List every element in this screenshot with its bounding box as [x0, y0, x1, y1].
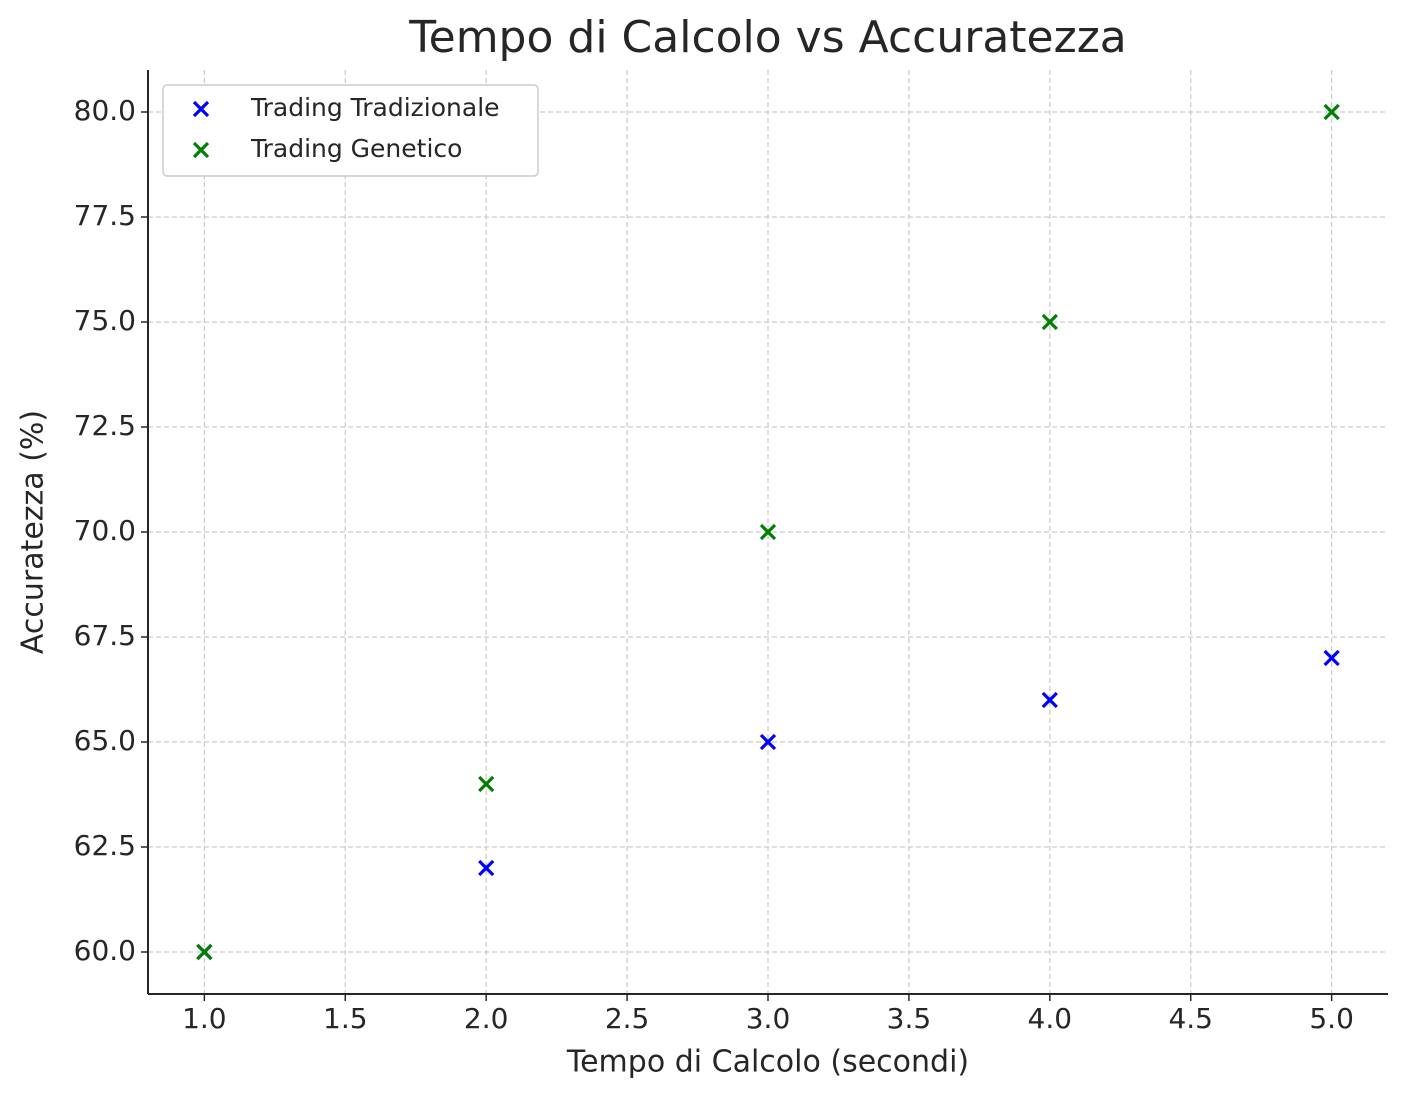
- x-tick-label: 3.0: [746, 1002, 791, 1035]
- y-tick-label: 67.5: [74, 619, 136, 652]
- legend-label: Trading Tradizionale: [250, 93, 500, 122]
- legend-marker: [192, 100, 210, 118]
- point: [1323, 649, 1340, 667]
- point: [759, 733, 777, 751]
- y-tick-label: 65.0: [74, 724, 136, 757]
- x-tick-label: 4.5: [1168, 1002, 1213, 1035]
- x-tick-label: 5.0: [1309, 1002, 1354, 1035]
- chart-title: Tempo di Calcolo vs Accuratezza: [408, 12, 1127, 63]
- x-tick-label: 2.0: [464, 1002, 509, 1035]
- x-tick-label: 1.0: [182, 1002, 227, 1035]
- y-tick-label: 80.0: [74, 94, 136, 127]
- x-tick-label: 1.5: [323, 1002, 368, 1035]
- legend-label: Trading Genetico: [250, 134, 462, 163]
- legend-box: [162, 84, 539, 177]
- legend: Trading Tradizionale Trading Genetico: [162, 84, 539, 177]
- point: [1323, 103, 1340, 121]
- y-tick-label: 70.0: [74, 514, 136, 547]
- y-tick-label: 75.0: [74, 304, 136, 337]
- point: [196, 943, 213, 961]
- point: [478, 859, 495, 877]
- y-axis-label: Accuratezza (%): [16, 410, 51, 654]
- y-tick-label: 72.5: [74, 409, 136, 442]
- point: [1041, 691, 1058, 709]
- point: [759, 523, 777, 541]
- point: [478, 775, 495, 793]
- legend-marker: [192, 141, 210, 159]
- x-tick-label: 4.0: [1028, 1002, 1073, 1035]
- point: [1041, 313, 1058, 331]
- y-tick-label: 60.0: [74, 934, 136, 967]
- x-tick-label: 2.5: [605, 1002, 650, 1035]
- x-tick-label: 3.5: [887, 1002, 932, 1035]
- y-tick-label: 62.5: [74, 829, 136, 862]
- x-axis-label: Tempo di Calcolo (secondi): [566, 1045, 969, 1080]
- y-tick-label: 77.5: [74, 199, 136, 232]
